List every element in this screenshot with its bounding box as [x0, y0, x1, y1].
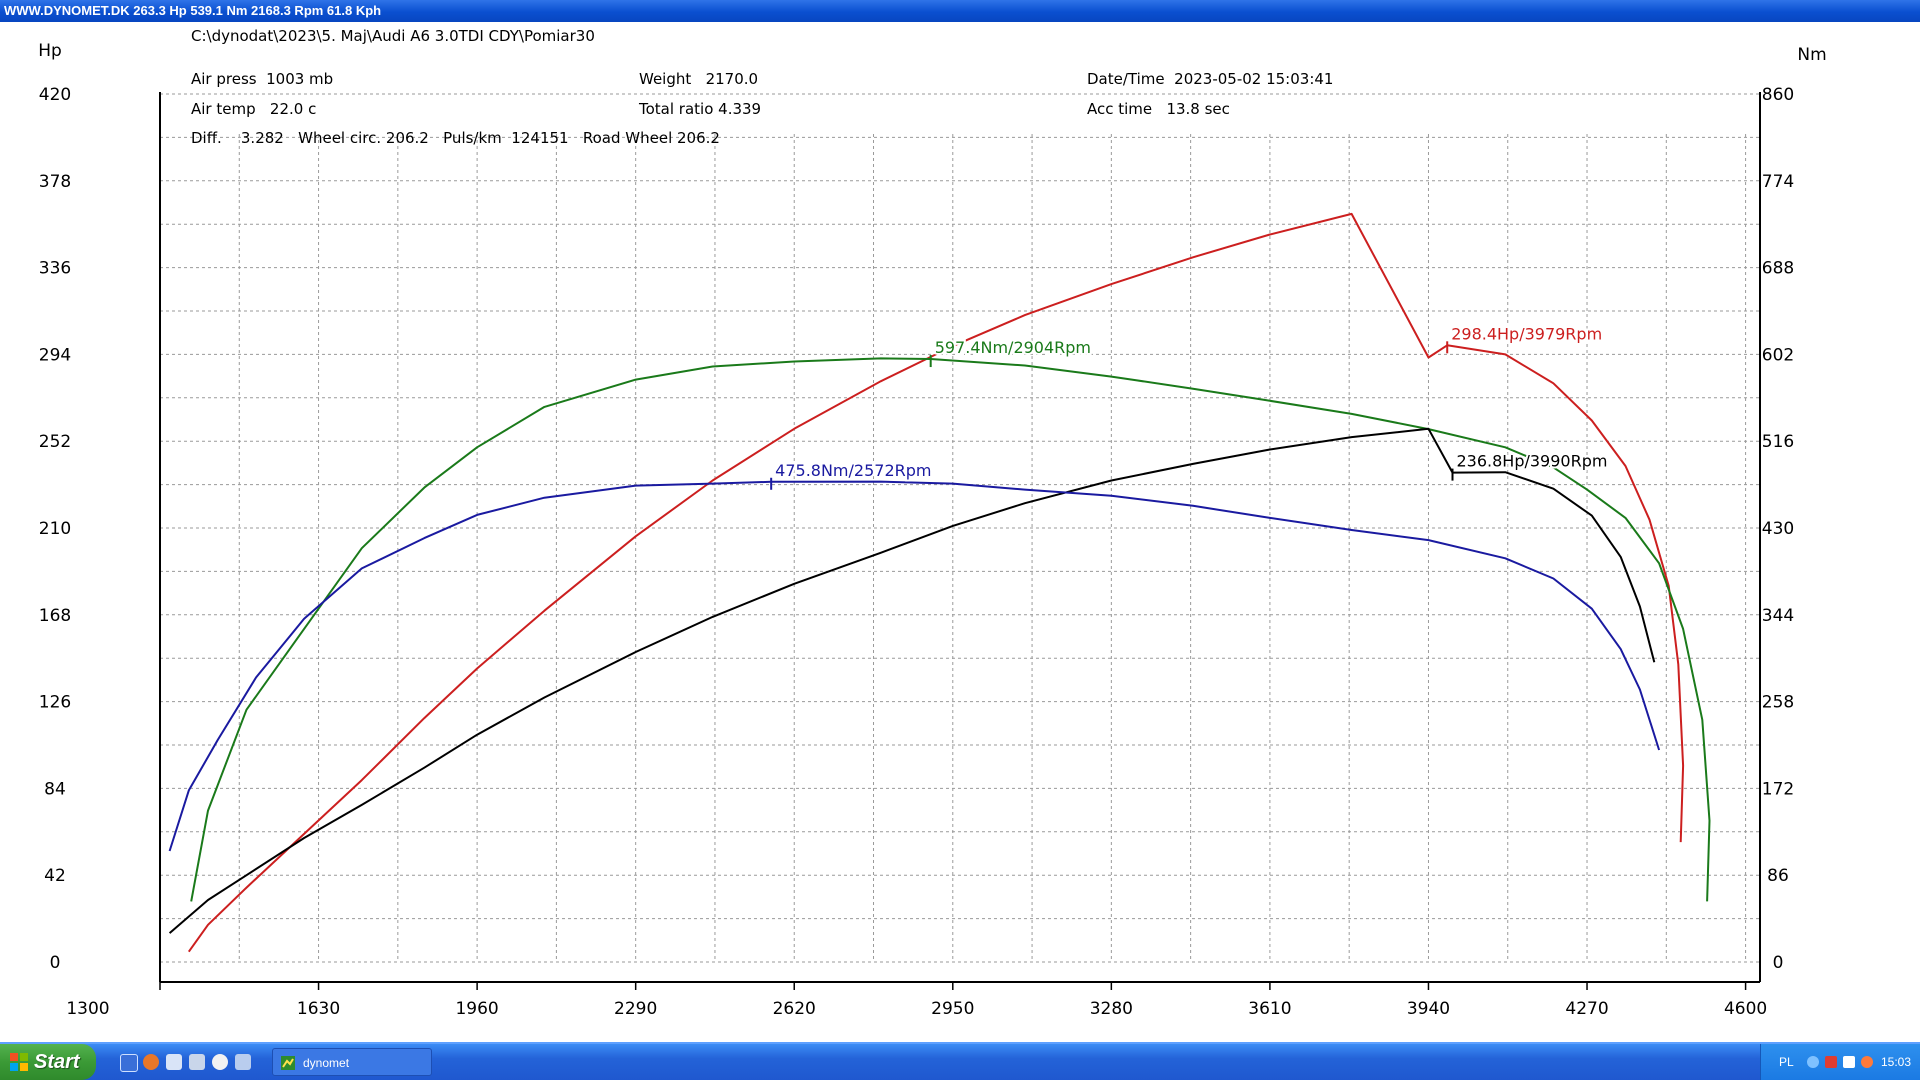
window-title: WWW.DYNOMET.DK 263.3 Hp 539.1 Nm 2168.3 … [4, 3, 382, 18]
y-left-axis-label: Hp [38, 41, 62, 61]
dynomet-app-icon [281, 1056, 295, 1070]
datetime-info: Date/Time 2023-05-02 15:03:41 [1087, 70, 1334, 88]
media-icon[interactable] [212, 1054, 228, 1070]
y-left-tick-label: 252 [39, 432, 71, 452]
y-right-tick-label: 688 [1762, 259, 1794, 279]
y-left-tick-label: 420 [39, 85, 71, 105]
file-path: C:\dynodat\2023\5. Maj\Audi A6 3.0TDI CD… [191, 27, 595, 45]
x-tick-label: 3940 [1407, 999, 1450, 1019]
y-right-tick-label: 430 [1762, 519, 1794, 539]
y-left-tick-label: 0 [50, 953, 61, 973]
peak-label-hp-run2: 236.8Hp/3990Rpm [1456, 452, 1607, 471]
y-right-tick-label: 860 [1762, 85, 1794, 105]
x-tick-label: 3610 [1248, 999, 1291, 1019]
y-right-tick-label: 0 [1773, 953, 1784, 973]
acc-time-info: Acc time 13.8 sec [1087, 100, 1230, 118]
x-tick-label: 3280 [1090, 999, 1133, 1019]
dyno-chart-area: 1300 1630 1960 2290 2620 2950 3280 3610 3940 4270… [0, 22, 1920, 1042]
firefox-icon[interactable] [143, 1054, 159, 1070]
x-tick-label: 1630 [297, 999, 340, 1019]
taskbar: Start dynomet PL 15:03 [0, 1042, 1920, 1080]
task-label: dynomet [303, 1056, 350, 1070]
y-right-tick-label: 258 [1762, 693, 1794, 713]
tray-network-icon[interactable] [1843, 1056, 1855, 1068]
x-tick-label: 2290 [614, 999, 657, 1019]
series-line-hp-run1 [187, 212, 1685, 953]
y-right-tick-label: 172 [1762, 779, 1794, 799]
document-icon[interactable] [166, 1054, 182, 1070]
x-tick-label: 4270 [1565, 999, 1608, 1019]
peak-label-nm-run2: 475.8Nm/2572Rpm [775, 461, 931, 480]
clock: 15:03 [1881, 1055, 1912, 1069]
y-left-tick-label: 42 [44, 866, 66, 886]
language-indicator[interactable]: PL [1779, 1055, 1794, 1069]
x-tick-label: 2620 [773, 999, 816, 1019]
y-right-tick-label: 86 [1767, 866, 1789, 886]
y-left-tick-label: 84 [44, 779, 66, 799]
explorer-icon[interactable] [235, 1054, 251, 1070]
weight-info: Weight 2170.0 [639, 70, 759, 88]
series-line-hp-run2 [168, 427, 1656, 934]
y-right-tick-label: 774 [1762, 172, 1794, 192]
x-tick-label: 1960 [455, 999, 498, 1019]
window-title-bar: WWW.DYNOMET.DK 263.3 Hp 539.1 Nm 2168.3 … [0, 0, 1920, 22]
y-right-tick-label: 516 [1762, 432, 1794, 452]
x-tick-label: 1300 [66, 999, 109, 1019]
air-temp-info: Air temp 22.0 c [191, 100, 317, 118]
y-left-tick-label: 294 [39, 345, 71, 365]
system-tray: PL 15:03 [1760, 1044, 1920, 1080]
series-line-nm-run2 [168, 480, 1661, 852]
dyno-chart: 1300 1630 1960 2290 2620 2950 3280 3610 3940 4270… [38, 41, 1826, 1019]
peak-label-nm-run1: 597.4Nm/2904Rpm [935, 338, 1091, 357]
air-press-info: Air press 1003 mb [191, 70, 334, 88]
start-button[interactable]: Start [0, 1044, 96, 1080]
y-left-tick-label: 168 [39, 606, 71, 626]
series-line-nm-run1 [190, 357, 1711, 902]
tools-icon[interactable] [189, 1054, 205, 1070]
y-left-tick-label: 336 [39, 259, 71, 279]
y-left-tick-label: 378 [39, 172, 71, 192]
total-ratio-info: Total ratio 4.339 [639, 100, 762, 118]
peak-label-hp-run1: 298.4Hp/3979Rpm [1451, 324, 1602, 343]
start-label: Start [34, 1051, 80, 1073]
y-right-tick-label: 602 [1762, 345, 1794, 365]
diff-info: Diff. 3.282 Wheel circ. 206.2 Puls/km 12… [191, 129, 720, 147]
x-tick-label: 2950 [931, 999, 974, 1019]
tray-security-icon[interactable] [1861, 1056, 1873, 1068]
y-left-tick-label: 126 [39, 693, 71, 713]
x-tick-label: 4600 [1724, 999, 1767, 1019]
show-desktop-icon[interactable] [120, 1054, 138, 1072]
task-button-dynomet[interactable]: dynomet [272, 1048, 432, 1076]
tray-arrow-icon[interactable] [1807, 1056, 1819, 1068]
y-right-axis-label: Nm [1797, 45, 1826, 65]
y-right-tick-label: 344 [1762, 606, 1794, 626]
windows-flag-icon [10, 1053, 28, 1071]
tray-acrobat-icon[interactable] [1825, 1056, 1837, 1068]
y-left-tick-label: 210 [39, 519, 71, 539]
